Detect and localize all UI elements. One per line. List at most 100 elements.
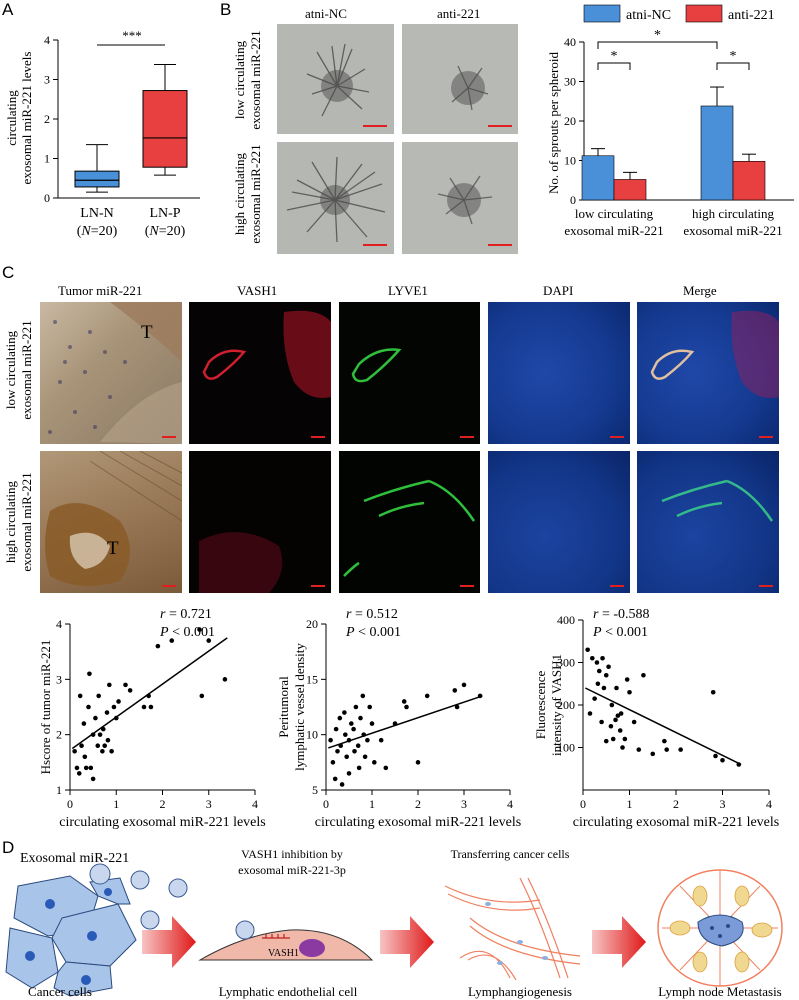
data-point <box>710 689 716 695</box>
data-point <box>424 693 430 699</box>
ihc-tumor-mir221-low: T <box>40 302 182 444</box>
data-point <box>96 693 101 699</box>
data-point <box>95 743 101 749</box>
scale-bar <box>460 436 474 438</box>
panel-d-caption-2: Lymphatic endothelial cell <box>219 984 358 999</box>
y-tick-label: 10 <box>564 154 576 168</box>
data-point <box>664 747 669 752</box>
data-point <box>609 702 615 708</box>
data-point <box>74 765 80 771</box>
scale-bar <box>610 585 624 587</box>
data-point <box>81 721 87 726</box>
fit-line <box>328 695 483 749</box>
x-tick-label: 3 <box>720 797 726 811</box>
x-axis-label: circulating exosomal miR-221 levels <box>59 815 265 830</box>
stat-p: P < 0.001 <box>592 625 648 640</box>
panel-a-significance: *** <box>122 28 142 43</box>
tissue-texture <box>45 451 182 586</box>
data-point <box>127 688 133 693</box>
scale-bar <box>162 585 176 587</box>
data-point <box>352 748 357 754</box>
panel-a-boxes <box>74 63 188 193</box>
y-tick-label: 400 <box>557 613 575 627</box>
if-vash1-high <box>189 451 331 593</box>
data-point <box>87 671 92 677</box>
data-point <box>344 754 349 760</box>
if-merge-high <box>637 451 779 593</box>
y-tick-label: 3 <box>56 672 62 686</box>
panel-a-group-2-name: LN-P <box>149 206 180 221</box>
x-tick-label: 0 <box>323 797 329 811</box>
spheroid-image-low-anti <box>402 24 518 134</box>
panel-d-caption-3: Lymphangiogenesis <box>468 984 572 999</box>
y-tick-label: 2 <box>56 728 62 742</box>
fluorescence-signal <box>199 532 283 593</box>
data-point <box>355 743 361 749</box>
mirna-strand <box>262 934 290 939</box>
y-tick-label: 100 <box>557 741 575 755</box>
bar <box>581 155 615 201</box>
panel-c-col-title-1: Tumor miR-221 <box>58 283 143 298</box>
y-tick-label: 20 <box>564 114 576 128</box>
x-tick-label: 0 <box>67 797 73 811</box>
data-point <box>93 715 98 721</box>
data-point <box>79 743 84 749</box>
panel-b-legend: atni-NC anti-221 <box>583 4 775 23</box>
data-point <box>596 668 602 674</box>
data-point <box>349 721 354 726</box>
y-tick-label: 2 <box>44 112 50 126</box>
data-point <box>111 704 117 710</box>
panel-d-step2-line2: exosomal miR-221-3p <box>238 863 346 877</box>
x-tick-label: 3 <box>461 797 467 811</box>
tumor-label-t: T <box>141 322 153 343</box>
if-vash1-low <box>189 302 331 444</box>
x-axis-label: circulating exosomal miR-221 levels <box>573 815 779 830</box>
data-point <box>627 689 632 695</box>
data-point <box>606 664 611 670</box>
scale-bar <box>460 585 474 587</box>
data-point <box>123 682 128 688</box>
sig-high-bracket <box>716 62 750 70</box>
y-axis-label: lymphatic vessel density <box>292 643 307 771</box>
y-tick-label: 30 <box>564 75 576 89</box>
data-point <box>662 738 667 744</box>
cancer-cell-nuclei <box>25 888 112 985</box>
data-point <box>76 771 82 776</box>
data-point <box>330 760 336 765</box>
panel-c-col-title-2: VASH1 <box>237 283 278 298</box>
x-tick-label: 2 <box>415 797 421 811</box>
y-axis-label: Fluorescence <box>533 670 548 739</box>
data-point <box>343 732 348 737</box>
lymphatic-vessels <box>444 877 581 981</box>
stat-r: r = 0.512 <box>346 607 398 622</box>
fit-line <box>71 637 228 750</box>
flow-arrow-2 <box>380 916 434 968</box>
data-point <box>342 710 347 715</box>
data-point <box>197 627 202 632</box>
scale-bar <box>363 244 387 246</box>
data-point <box>622 736 628 742</box>
fluorescence-signal <box>661 479 774 522</box>
data-point <box>88 765 94 771</box>
y-tick-label: 4 <box>44 33 50 47</box>
y-axis-label: intensity of VASH1 <box>549 654 564 756</box>
data-point <box>148 704 154 710</box>
data-point <box>86 704 91 710</box>
panel-c-col-title-5: Merge <box>683 283 717 298</box>
x-axis-label: circulating exosomal miR-221 levels <box>315 815 521 830</box>
panel-b-row1-line2: exosomal miR-221 <box>248 30 263 129</box>
data-point <box>155 643 161 649</box>
data-point <box>90 776 96 782</box>
data-point <box>360 693 366 699</box>
x-tick-label: 0 <box>580 797 586 811</box>
data-point <box>678 747 683 752</box>
if-dapi-low <box>488 302 630 444</box>
bar <box>613 179 647 201</box>
data-point <box>199 693 205 699</box>
panel-d-caption-1: Cancer cells <box>28 984 92 999</box>
lymph-node <box>657 869 783 987</box>
box <box>74 170 120 188</box>
panel-b-cat-2-line1: high circulating <box>692 206 774 221</box>
data-point <box>636 747 642 752</box>
spheroid-drawing <box>451 65 489 111</box>
